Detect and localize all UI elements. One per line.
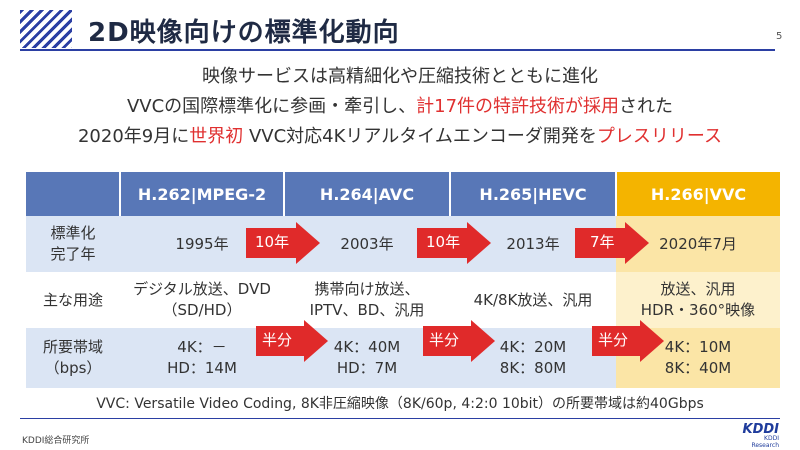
cell-use-h262-l1: デジタル放送、DVD [133,280,271,298]
year-arrow-2-label: 10年 [426,233,461,251]
cell-use-h264-l2: IPTV、BD、汎用 [309,301,425,319]
row-label-year-l2: 完了年 [50,245,96,263]
table-row-year: 標準化 完了年 1995年 2003年 2013年 2020年7月 [26,216,780,272]
cell-use-h264-l1: 携帯向け放送、 [314,280,420,298]
intro-line-3-c: VVC対応4Kリアルタイムエンコーダ開発を [243,126,597,147]
row-label-bw-l2: （bps） [44,359,102,377]
cell-bw-h265-l2: 8K：80M [499,359,567,377]
codec-comparison-table: H.262|MPEG-2 H.264|AVC H.265|HEVC H.266|… [26,172,780,388]
year-arrow-1-label: 10年 [255,233,290,251]
cell-use-h262: デジタル放送、DVD （SD/HD） [120,272,284,328]
header-h262: H.262|MPEG-2 [120,172,285,216]
year-arrow-3: 7年 [575,222,649,264]
bottom-divider [20,418,780,419]
intro-line-2-highlight: 計17件の特許技術が採用 [416,96,620,117]
cell-use-h262-l2: （SD/HD） [162,301,242,319]
cell-use-h266-l1: 放送、汎用 [660,280,736,298]
year-arrow-2: 10年 [417,222,491,264]
bandwidth-arrow-3: 半分 [592,320,664,362]
cell-bw-h266-l1: 4K：10M [664,338,732,356]
title-stripe-decoration [20,10,72,48]
header-h266: H.266|VVC [616,172,780,216]
cell-bw-h264-l1: 4K：40M [333,338,401,356]
row-label-bw-l1: 所要帯域 [42,338,103,356]
table-header-row: H.262|MPEG-2 H.264|AVC H.265|HEVC H.266|… [26,172,780,216]
kddi-logo-mark: KDDI [742,422,780,437]
intro-line-3-a: 2020年9月に [77,126,190,147]
slide-title: 2D映像向けの標準化動向 [88,18,400,48]
cell-use-h265: 4K/8K放送、汎用 [450,272,616,328]
organization-name: KDDI総合研究所 [22,436,90,446]
intro-line-2-a: VVCの国際標準化に参画・牽引し、 [126,96,417,117]
intro-line-3: 2020年9月に世界初 VVC対応4Kリアルタイムエンコーダ開発をプレスリリース [0,122,800,148]
bandwidth-arrow-1-label: 半分 [262,331,293,349]
cell-use-h265-l1: 4K/8K放送、汎用 [473,290,593,309]
bandwidth-arrow-2: 半分 [423,320,495,362]
page-number: 5 [776,31,783,42]
year-arrow-1: 10年 [246,222,320,264]
bandwidth-arrow-2-label: 半分 [429,331,460,349]
header-h265: H.265|HEVC [450,172,617,216]
intro-line-3-highlight-1: 世界初 [189,126,244,147]
cell-use-h266-l2: HDR・360°映像 [640,301,756,319]
intro-line-2: VVCの国際標準化に参画・牽引し、計17件の特許技術が採用された [0,92,800,118]
title-divider [20,49,775,51]
kddi-logo-sub: KDDI Research [751,435,779,449]
cell-bw-h264-l2: HD：7M [336,359,398,377]
footnote: VVC: Versatile Video Coding, 8K非圧縮映像（8K/… [96,396,704,412]
cell-bw-h262-l1: 4K：－ [177,338,227,356]
row-label-bandwidth: 所要帯域 （bps） [26,328,120,388]
intro-line-3-highlight-2: プレスリリース [596,126,722,147]
cell-bw-h262-l2: HD：14M [167,359,237,377]
header-blank [26,172,121,216]
kddi-logo: KDDI KDDI Research [735,418,780,449]
table-row-use: 主な用途 デジタル放送、DVD （SD/HD） 携帯向け放送、 IPTV、BD、汎用… [26,272,780,328]
row-label-use: 主な用途 [26,272,120,328]
header-h264: H.264|AVC [284,172,451,216]
intro-line-1-text: 映像サービスは高精細化や圧縮技術とともに進化 [202,66,598,87]
cell-use-h264: 携帯向け放送、 IPTV、BD、汎用 [284,272,450,328]
cell-bw-h266-l2: 8K：40M [664,359,732,377]
cell-use-h266: 放送、汎用 HDR・360°映像 [616,272,780,328]
year-arrow-3-label: 7年 [590,233,615,251]
table-row-bandwidth: 所要帯域 （bps） 4K：－ HD：14M 4K：40M HD：7M 4K：20M 8… [26,328,780,388]
row-label-year: 標準化 完了年 [26,216,120,272]
bandwidth-arrow-1: 半分 [256,320,328,362]
intro-line-1: 映像サービスは高精細化や圧縮技術とともに進化 [0,62,800,88]
cell-bw-h265-l1: 4K：20M [499,338,567,356]
bandwidth-arrow-3-label: 半分 [598,331,629,349]
row-label-year-l1: 標準化 [50,224,96,242]
intro-line-2-c: された [619,96,674,117]
